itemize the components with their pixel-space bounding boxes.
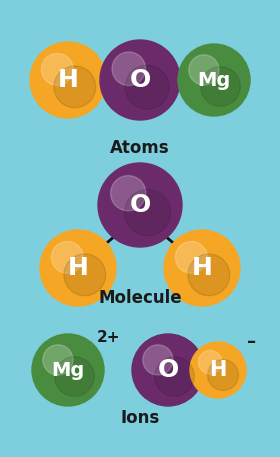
Circle shape <box>55 356 94 396</box>
Text: O: O <box>129 68 151 92</box>
Circle shape <box>112 52 146 85</box>
Text: O: O <box>157 358 179 382</box>
Circle shape <box>201 67 240 106</box>
Text: H: H <box>58 68 78 92</box>
Circle shape <box>164 230 240 306</box>
Text: Ions: Ions <box>120 409 160 427</box>
Text: Atoms: Atoms <box>110 139 170 157</box>
Circle shape <box>43 345 73 375</box>
Text: O: O <box>129 193 151 217</box>
Circle shape <box>30 42 106 118</box>
Circle shape <box>64 254 106 296</box>
Circle shape <box>32 334 104 406</box>
Circle shape <box>208 360 239 390</box>
Text: Mg: Mg <box>197 70 231 90</box>
Text: –: – <box>248 333 256 351</box>
Circle shape <box>132 334 204 406</box>
Circle shape <box>189 55 219 85</box>
Circle shape <box>125 65 169 109</box>
Text: H: H <box>209 360 227 380</box>
Circle shape <box>111 175 146 211</box>
Circle shape <box>98 163 182 247</box>
Circle shape <box>178 44 250 116</box>
Circle shape <box>143 345 173 375</box>
Circle shape <box>100 40 180 120</box>
Circle shape <box>190 342 246 398</box>
Text: H: H <box>192 256 213 280</box>
Text: Mg: Mg <box>51 361 85 379</box>
Circle shape <box>52 241 83 273</box>
Circle shape <box>124 190 171 236</box>
Circle shape <box>155 356 194 396</box>
Circle shape <box>54 66 96 108</box>
Circle shape <box>175 241 207 273</box>
Text: Molecule: Molecule <box>98 289 182 307</box>
Circle shape <box>199 351 222 374</box>
Text: 2+: 2+ <box>96 330 120 345</box>
Text: H: H <box>67 256 88 280</box>
Circle shape <box>40 230 116 306</box>
Circle shape <box>41 53 73 85</box>
Circle shape <box>188 254 230 296</box>
